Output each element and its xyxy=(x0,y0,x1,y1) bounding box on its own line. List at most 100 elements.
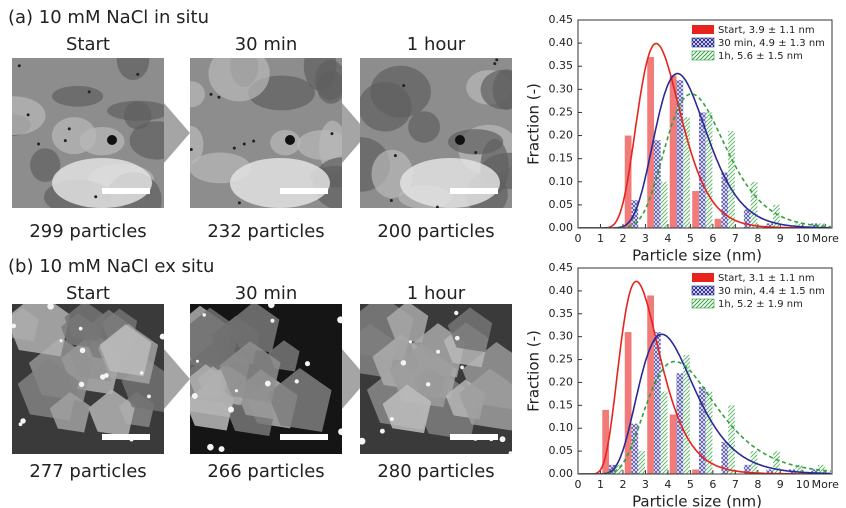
x-tick-label: 7 xyxy=(732,478,739,491)
dot xyxy=(394,154,397,157)
dot xyxy=(252,140,255,143)
dark-particle xyxy=(455,135,465,145)
scale-bar xyxy=(102,188,150,194)
grain xyxy=(493,69,521,110)
image-caption: 232 particles xyxy=(207,221,324,242)
legend-label: 30 min, 4.9 ± 1.3 nm xyxy=(718,38,825,49)
x-tick-label: 4 xyxy=(664,232,671,245)
bright-particle xyxy=(338,428,345,435)
bright-particle xyxy=(79,382,84,387)
legend-label: Start, 3.1 ± 1.1 nm xyxy=(718,273,815,284)
bright-area xyxy=(52,158,152,208)
dot xyxy=(243,143,246,146)
micrograph xyxy=(5,292,174,454)
dot xyxy=(27,113,30,116)
bright-particle xyxy=(11,324,16,329)
micrograph xyxy=(330,58,540,215)
y-tick-label: 0.20 xyxy=(549,375,574,388)
bright-particle xyxy=(219,446,225,452)
x-tick-label: More xyxy=(812,478,840,491)
x-axis-label: Particle size (nm) xyxy=(632,493,762,508)
dot xyxy=(88,90,91,93)
bar xyxy=(728,131,735,228)
x-tick-label: 10 xyxy=(796,232,810,245)
bright-particle xyxy=(80,348,86,354)
bright-particle xyxy=(160,334,166,340)
legend-swatch xyxy=(692,299,714,308)
x-tick-label: 5 xyxy=(687,478,694,491)
image-caption: 280 particles xyxy=(377,461,494,482)
dot xyxy=(94,195,97,198)
y-tick-label: 0.35 xyxy=(549,59,574,72)
y-tick-label: 0.45 xyxy=(549,261,574,274)
image-title: 1 hour xyxy=(407,34,466,55)
bright-particle xyxy=(358,438,365,445)
dot xyxy=(495,58,498,61)
y-tick-label: 0.35 xyxy=(549,307,574,320)
bar xyxy=(631,424,638,474)
dot xyxy=(37,142,40,145)
legend-label: 1h, 5.6 ± 1.5 nm xyxy=(718,51,803,62)
panel-label: (b) 10 mM NaCl ex situ xyxy=(8,256,214,277)
bright-particle xyxy=(390,417,394,421)
dot xyxy=(190,148,193,151)
y-tick-label: 0.15 xyxy=(549,398,574,411)
bright-particle xyxy=(228,407,234,413)
bright-particle xyxy=(147,395,151,399)
bright-particle xyxy=(265,381,271,387)
dot xyxy=(390,199,393,202)
bright-particle xyxy=(455,336,460,341)
x-tick-label: 9 xyxy=(777,232,784,245)
bright-particle xyxy=(436,350,440,354)
y-axis-label: Fraction (-) xyxy=(525,83,543,165)
dot xyxy=(233,147,236,150)
legend-swatch xyxy=(692,273,714,282)
scale-bar xyxy=(450,434,498,440)
arrow xyxy=(164,103,190,163)
bright-particle xyxy=(305,361,310,366)
grain xyxy=(297,130,348,160)
x-tick-label: 9 xyxy=(777,478,784,491)
bright-particle xyxy=(509,451,513,455)
image-caption: 200 particles xyxy=(377,221,494,242)
bright-particle xyxy=(426,382,430,386)
legend-swatch xyxy=(692,51,714,60)
bar xyxy=(692,191,699,228)
panel-label: (a) 10 mM NaCl in situ xyxy=(8,7,209,28)
bar xyxy=(692,469,699,474)
x-tick-label: 0 xyxy=(575,232,582,245)
bright-area xyxy=(230,158,330,208)
y-tick-label: 0.25 xyxy=(549,353,574,366)
y-axis-label: Fraction (-) xyxy=(525,330,543,412)
x-tick-label: 8 xyxy=(754,478,761,491)
x-tick-label: 6 xyxy=(709,232,716,245)
bright-particle xyxy=(47,303,54,310)
dark-particle xyxy=(107,135,117,145)
x-tick-label: 10 xyxy=(796,478,810,491)
legend-label: Start, 3.9 ± 1.1 nm xyxy=(718,25,815,36)
bar xyxy=(706,112,713,228)
y-tick-label: 0.20 xyxy=(549,129,574,142)
dot xyxy=(436,206,439,209)
micrograph xyxy=(177,41,371,210)
x-tick-label: 3 xyxy=(642,478,649,491)
dot xyxy=(210,93,213,96)
image-title: 1 hour xyxy=(407,283,466,304)
y-tick-label: 0.05 xyxy=(549,198,574,211)
bright-particle xyxy=(79,327,83,331)
image-title: 30 min xyxy=(235,283,298,304)
x-axis-label: Particle size (nm) xyxy=(632,247,762,265)
y-tick-label: 0.30 xyxy=(549,82,574,95)
bright-particle xyxy=(196,360,199,363)
bar xyxy=(751,182,758,228)
x-tick-label: 0 xyxy=(575,478,582,491)
image-caption: 266 particles xyxy=(207,461,324,482)
bright-particle xyxy=(295,379,299,383)
dot xyxy=(68,127,71,130)
y-tick-label: 0.05 xyxy=(549,444,574,457)
bar xyxy=(661,392,668,474)
x-tick-label: 1 xyxy=(597,232,604,245)
bright-area xyxy=(400,158,500,208)
y-tick-label: 0.25 xyxy=(549,105,574,118)
bright-particle xyxy=(192,393,198,399)
